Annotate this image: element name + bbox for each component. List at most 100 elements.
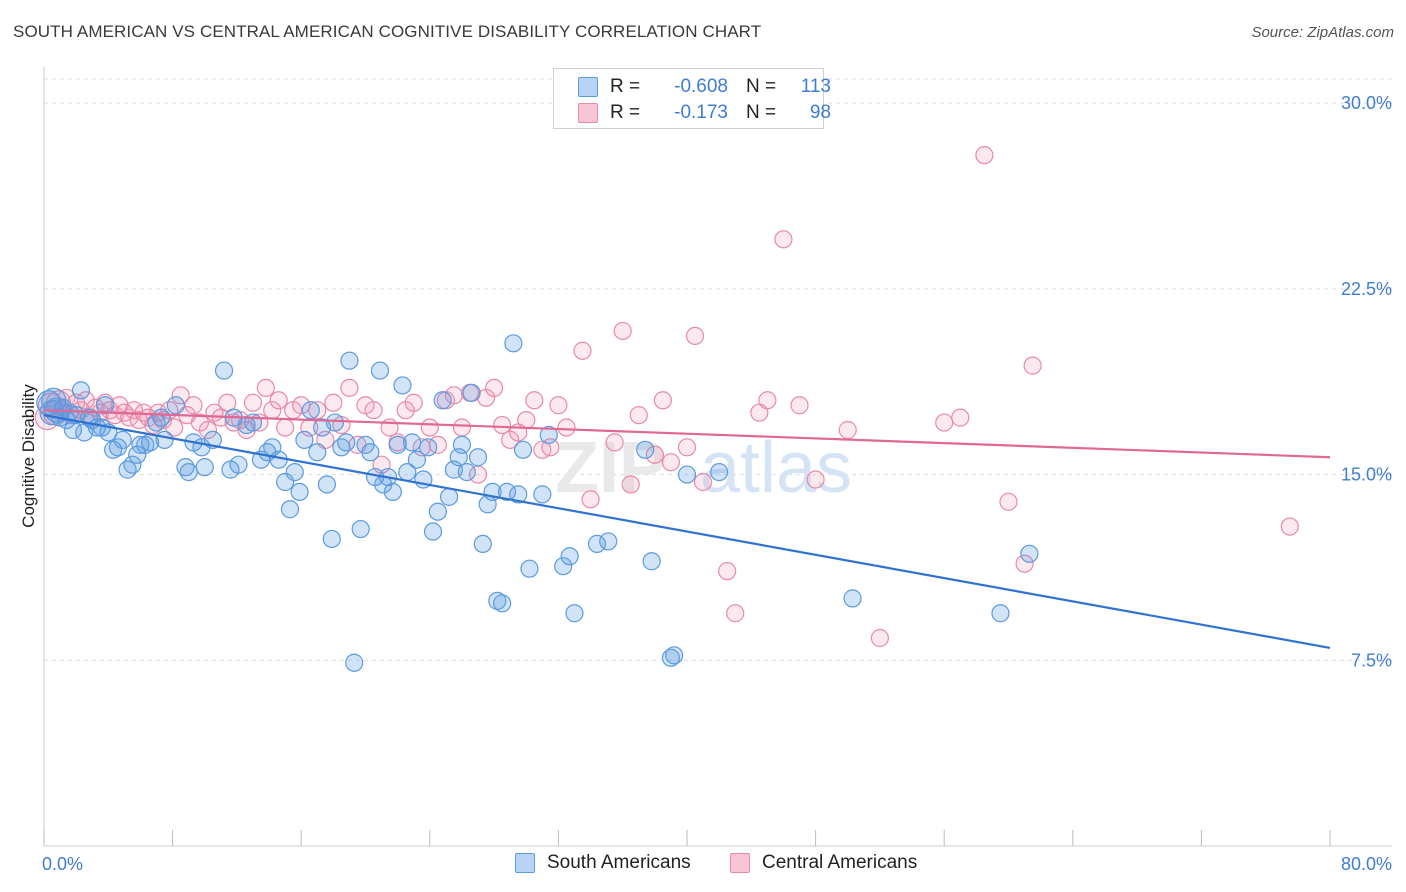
point-south-american: [587, 534, 607, 554]
legend-item-south-americans[interactable]: South Americans: [515, 852, 691, 874]
point-south-american: [345, 653, 364, 672]
point-south-american: [520, 559, 539, 578]
axes: [43, 66, 1392, 847]
legend-r-value-south: -0.608: [674, 76, 728, 97]
point-central-american: [661, 453, 681, 472]
point-south-american: [665, 646, 684, 665]
legend-r-value-central: -0.173: [674, 102, 728, 123]
x-tick-label: 80.0%: [1341, 854, 1392, 874]
point-central-american: [685, 326, 705, 346]
y-tick-label: 15.0%: [1341, 465, 1392, 485]
point-central-american: [750, 403, 769, 422]
point-central-american: [718, 562, 737, 581]
y-tick-label: 22.5%: [1341, 279, 1392, 299]
point-central-american: [308, 401, 327, 420]
trend-line-central: [43, 409, 1331, 459]
point-south-american: [104, 440, 123, 459]
point-south-american: [179, 462, 198, 482]
chart-title: SOUTH AMERICAN VS CENTRAL AMERICAN COGNI…: [13, 22, 762, 41]
point-central-american: [774, 230, 793, 249]
legend-swatch-central: [730, 853, 750, 873]
point-south-american: [388, 435, 407, 454]
trend-line-south: [43, 414, 1331, 649]
point-central-american: [517, 410, 536, 430]
point-south-american: [123, 455, 142, 474]
point-central-american: [420, 418, 439, 437]
series-central-americans: [34, 146, 1299, 648]
point-central-american: [243, 393, 263, 412]
point-south-american: [393, 376, 412, 395]
point-central-american: [184, 396, 203, 415]
point-central-american: [364, 401, 383, 420]
point-south-american: [433, 391, 452, 410]
point-central-american: [573, 341, 592, 360]
legend-item-central-americans[interactable]: Central Americans: [730, 852, 917, 874]
trend-lines: [43, 409, 1331, 649]
point-central-american: [951, 408, 970, 427]
point-central-american: [1015, 554, 1034, 573]
series-south-americans: [36, 334, 1039, 672]
point-central-american: [790, 396, 809, 415]
legend-n-label: N =: [746, 102, 777, 123]
legend-n-value-south: 113: [800, 76, 831, 97]
watermark-atlas: atlas: [700, 428, 852, 508]
point-south-american: [473, 534, 492, 554]
gridlines: [44, 78, 1392, 661]
point-central-american: [165, 418, 184, 437]
legend-swatch-south: [515, 853, 535, 873]
point-south-american: [383, 482, 402, 502]
point-south-american: [468, 448, 488, 467]
point-south-american: [361, 443, 380, 462]
point-central-american: [838, 420, 857, 440]
point-south-american: [276, 472, 295, 492]
point-south-american: [533, 485, 552, 504]
point-south-american: [403, 433, 422, 452]
legend-swatch-south: [578, 77, 598, 97]
point-south-american: [308, 443, 327, 462]
point-central-american: [613, 321, 632, 341]
point-central-american: [276, 418, 295, 437]
point-south-american: [285, 462, 304, 482]
point-south-american: [337, 433, 356, 452]
y-axis-label: Cognitive Disability: [19, 384, 38, 528]
legend-n-value-central: 98: [809, 102, 831, 123]
point-central-american: [452, 418, 472, 437]
point-south-american: [636, 440, 655, 459]
point-central-american: [653, 391, 672, 410]
source-label: Source: ZipAtlas.com: [1251, 24, 1394, 41]
point-central-american: [581, 490, 600, 509]
y-tick-label: 7.5%: [1351, 650, 1392, 670]
point-central-american: [975, 146, 994, 165]
point-central-american: [726, 604, 745, 623]
point-south-american: [136, 435, 155, 454]
point-central-american: [493, 415, 512, 435]
point-south-american: [710, 462, 729, 482]
point-central-american: [1023, 356, 1042, 375]
point-south-american: [317, 475, 337, 494]
legend-r-label: R =: [610, 76, 641, 97]
x-tick-labels: 0.0% 80.0%: [42, 854, 1392, 874]
point-south-american: [351, 519, 370, 539]
point-south-american: [677, 465, 697, 484]
point-central-american: [806, 470, 825, 489]
point-south-american: [661, 648, 681, 667]
point-central-american: [256, 378, 275, 398]
point-south-american: [457, 462, 476, 482]
point-south-american: [843, 589, 862, 608]
point-central-american: [999, 492, 1018, 511]
point-south-american: [513, 440, 533, 459]
point-central-american: [324, 393, 343, 412]
point-central-american: [340, 378, 359, 398]
point-central-american: [629, 406, 648, 425]
point-central-american: [404, 393, 423, 412]
point-south-american: [991, 604, 1010, 623]
point-south-american: [95, 396, 115, 415]
series-legend: South Americans Central Americans: [0, 852, 1406, 876]
point-south-american: [642, 552, 661, 571]
point-central-american: [693, 472, 713, 492]
point-central-american: [549, 396, 568, 415]
point-south-american: [214, 361, 234, 380]
point-central-american: [485, 378, 504, 398]
y-tick-label: 30.0%: [1341, 93, 1392, 113]
